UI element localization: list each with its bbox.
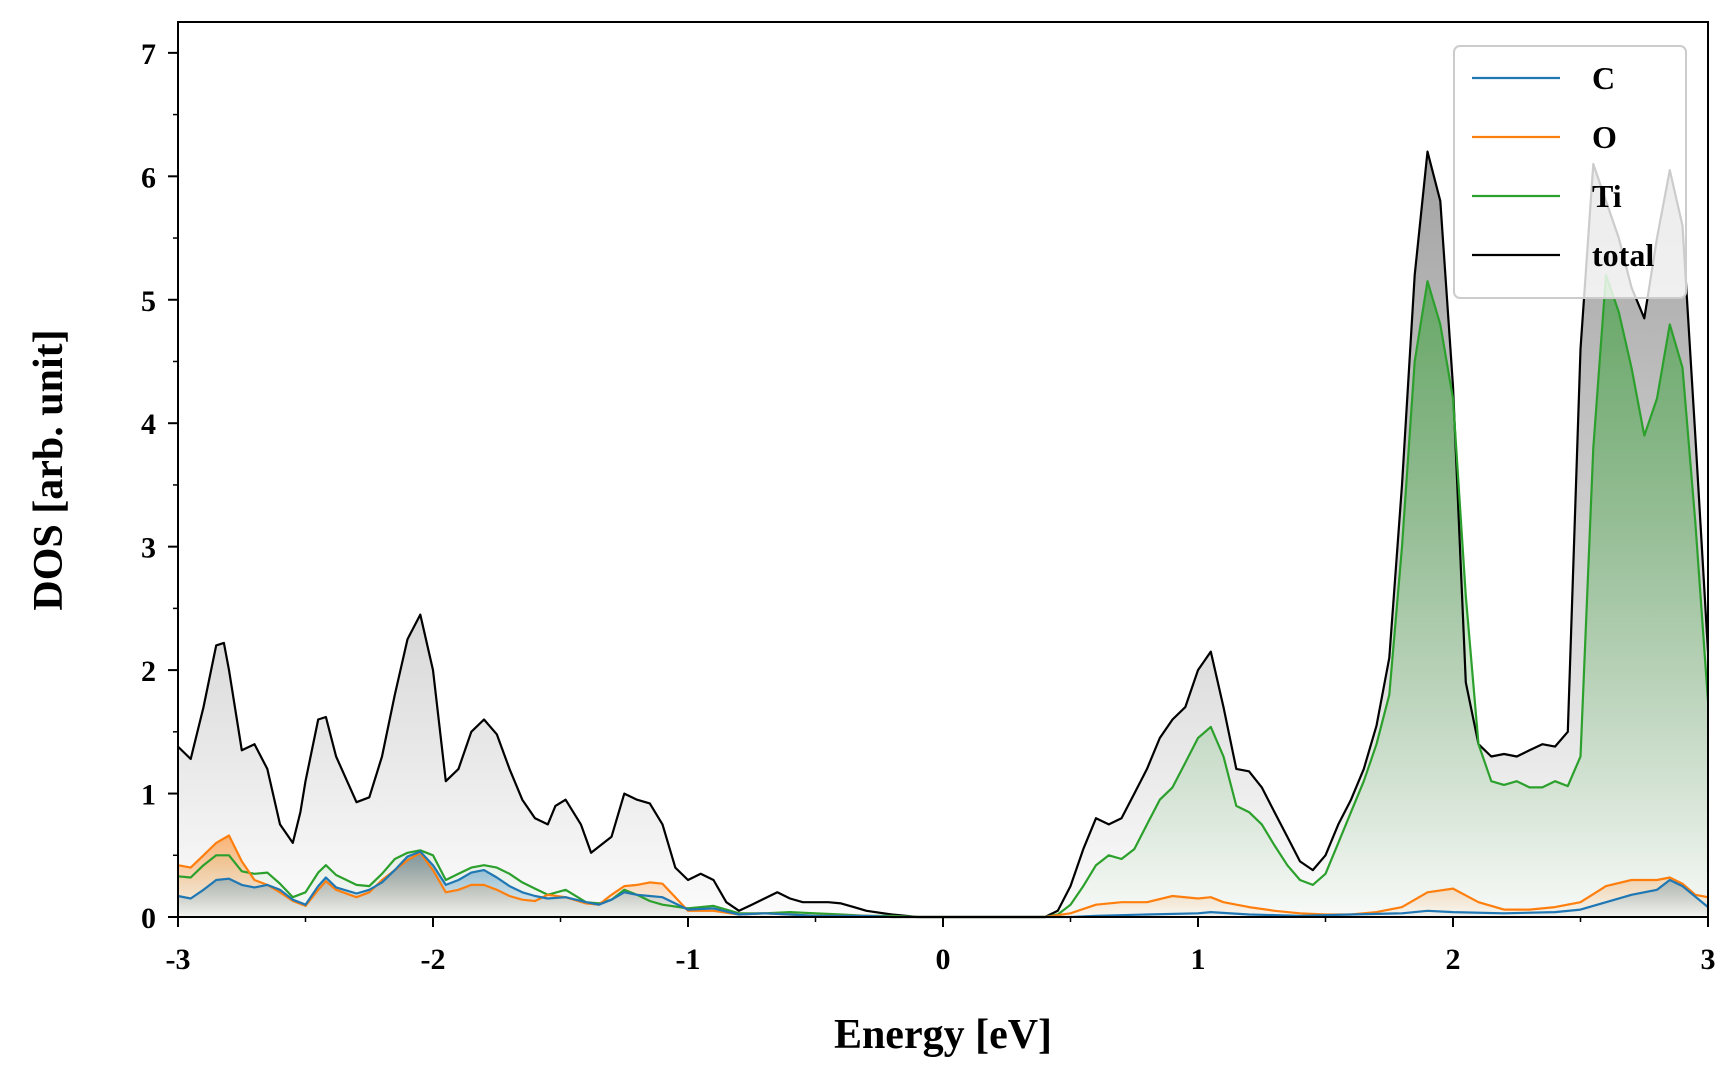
- legend-label-o: O: [1592, 119, 1617, 155]
- x-tick-label: -2: [421, 943, 446, 976]
- y-axis-ticks: 0 1 2 3 4 5 6 7: [141, 38, 178, 935]
- line-o: [177, 834, 1709, 919]
- legend: CO Ti total: [1453, 45, 1687, 299]
- legend-label-c: C: [1592, 60, 1615, 96]
- x-axis-label: Energy [eV]: [834, 1012, 1052, 1058]
- y-tick-label: 5: [141, 285, 156, 318]
- x-tick-label: 3: [1701, 943, 1716, 976]
- x-tick-label: 0: [936, 943, 951, 976]
- y-tick-label: 7: [141, 38, 156, 71]
- x-tick-label: 2: [1446, 943, 1461, 976]
- y-tick-label: 4: [141, 408, 156, 441]
- y-tick-label: 6: [141, 161, 156, 194]
- legend-label-total: total: [1592, 237, 1654, 273]
- y-tick-label: 3: [141, 532, 156, 565]
- y-tick-label: 1: [141, 779, 156, 812]
- x-tick-label: 1: [1191, 943, 1206, 976]
- y-axis-label: DOS [arb. unit]: [26, 329, 72, 610]
- area-c: [178, 851, 1708, 917]
- x-tick-label: -3: [166, 943, 191, 976]
- legend-box: [1453, 45, 1687, 299]
- x-tick-label: -1: [676, 943, 701, 976]
- y-tick-label: 2: [141, 655, 156, 688]
- legend-label-ti: Ti: [1592, 178, 1622, 214]
- y-tick-label: 0: [141, 902, 156, 935]
- x-axis-ticks: -3 -2 -1 0 1 2 3: [166, 917, 1716, 976]
- area-ti: [178, 275, 1708, 918]
- line-c: [177, 850, 1709, 919]
